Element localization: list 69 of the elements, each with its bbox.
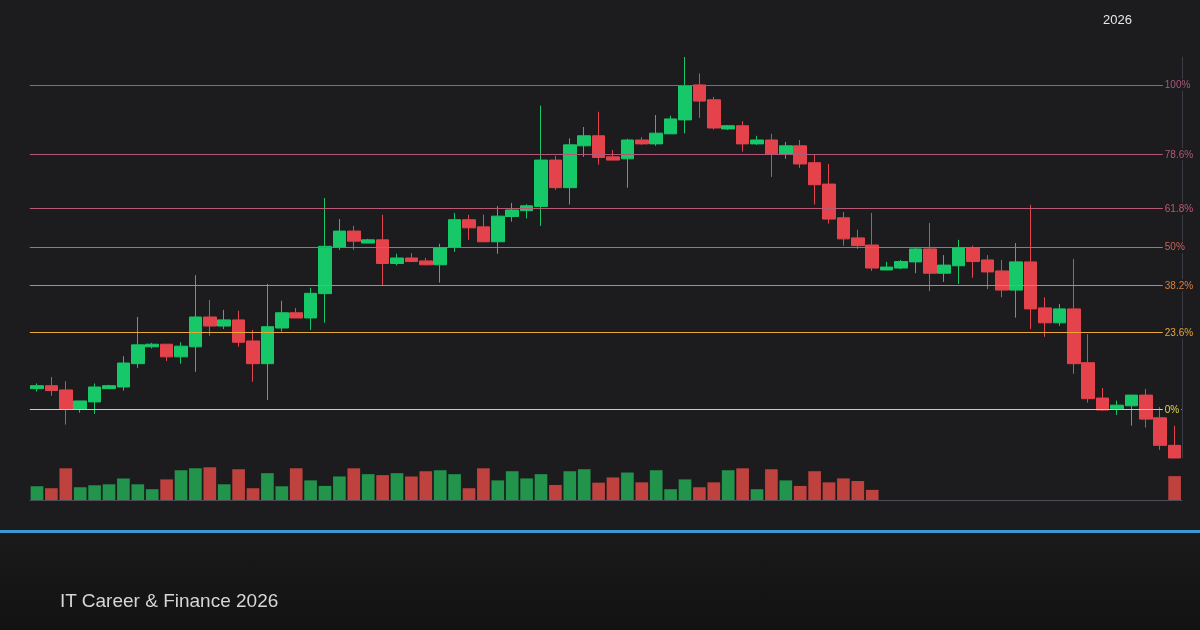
bar — [462, 488, 476, 500]
bar — [217, 484, 231, 500]
candlestick — [621, 138, 634, 189]
y-tick-label: 50% — [1164, 241, 1185, 253]
bar — [376, 475, 389, 500]
bar — [160, 479, 173, 500]
candlestick — [160, 343, 173, 362]
candlestick — [779, 141, 793, 160]
bar — [606, 477, 620, 500]
bar — [333, 476, 346, 500]
bar — [736, 468, 749, 500]
bar — [750, 489, 764, 500]
bar — [289, 468, 303, 500]
bar — [592, 482, 605, 500]
bar — [563, 471, 577, 500]
bar — [549, 484, 562, 500]
bar — [102, 484, 116, 500]
candlestick — [721, 124, 735, 131]
y-tick-label: 61.8% — [1164, 203, 1194, 215]
bar — [347, 468, 361, 500]
bar — [865, 489, 879, 500]
candlestick — [635, 136, 649, 146]
candlestick — [30, 382, 44, 393]
candlestick — [750, 135, 764, 146]
bar — [1168, 476, 1181, 500]
bar — [246, 488, 260, 500]
candlestick — [347, 225, 361, 251]
candlestick — [448, 212, 461, 253]
bar — [174, 470, 188, 500]
bar — [534, 474, 548, 500]
bar — [189, 468, 202, 500]
bar — [765, 469, 778, 500]
bar — [30, 486, 44, 500]
bar — [361, 474, 375, 500]
candlestick — [736, 120, 749, 153]
candlestick — [217, 309, 231, 330]
text: 2026 — [1103, 12, 1132, 27]
candlestick — [923, 222, 937, 292]
bar — [145, 489, 159, 500]
bar — [477, 468, 490, 500]
y-tick-label: 23.6% — [1164, 327, 1194, 339]
candlestick — [390, 253, 404, 266]
bar — [390, 473, 404, 500]
bar — [203, 467, 217, 500]
candlestick — [376, 214, 389, 286]
y-tick-label: 100% — [1164, 79, 1191, 91]
bar — [304, 480, 317, 500]
bar — [621, 472, 634, 500]
bar — [779, 480, 793, 500]
candlestick — [433, 243, 447, 284]
bar — [678, 479, 692, 500]
candlestick — [361, 238, 375, 244]
candlestick — [1009, 242, 1023, 319]
bar — [491, 480, 505, 500]
text: IT Career & Finance 2026 — [60, 590, 279, 612]
candlestick — [549, 155, 562, 191]
bar — [721, 470, 735, 500]
y-tick-label: 78.6% — [1164, 148, 1194, 160]
bar — [232, 469, 245, 500]
bar — [318, 485, 332, 500]
candlestick — [289, 307, 303, 319]
y-tick-label: 38.2% — [1164, 279, 1194, 291]
candlestick — [765, 133, 778, 178]
y-tick-label: 0% — [1164, 403, 1180, 415]
bar — [635, 482, 649, 500]
candlestick — [1053, 303, 1066, 327]
candlestick — [203, 299, 217, 337]
bar — [577, 469, 591, 500]
bar — [822, 482, 836, 500]
